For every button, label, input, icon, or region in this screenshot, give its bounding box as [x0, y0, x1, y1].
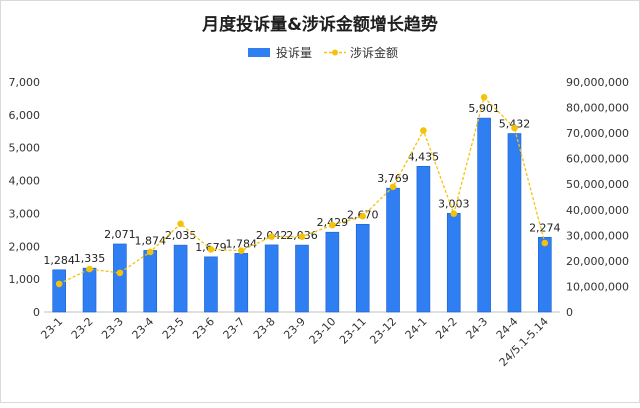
line-point — [389, 183, 397, 191]
bar — [264, 244, 279, 313]
bar — [416, 165, 431, 313]
legend-line-marker — [332, 49, 338, 56]
line-point — [207, 246, 215, 253]
line-point — [480, 94, 488, 101]
right-tick-label: 70,000,000 — [566, 127, 629, 140]
bar — [173, 244, 188, 313]
right-tick-label: 60,000,000 — [566, 153, 629, 166]
line-point — [420, 127, 427, 134]
right-tick-label: 0 — [566, 306, 573, 319]
line-point — [116, 269, 124, 277]
bar — [446, 213, 461, 313]
right-axis: 0 10,000,000 20,000,000 30,000,000 40,000,00… — [566, 76, 629, 319]
left-tick-label: 7,000 — [9, 76, 41, 89]
left-tick-label: 3,000 — [9, 207, 41, 220]
right-tick-label: 80,000,000 — [566, 102, 629, 115]
bar — [538, 236, 552, 313]
line-point — [329, 221, 336, 229]
bar — [52, 269, 66, 313]
left-tick-label: 4,000 — [9, 175, 41, 188]
bar-value-label: 1,335 — [74, 252, 106, 265]
legend-bar-swatch — [248, 48, 270, 57]
bar — [143, 250, 158, 313]
bar — [386, 187, 400, 313]
bar — [507, 133, 522, 313]
legend-line-label: 涉诉金额 — [350, 45, 398, 60]
right-tick-label: 50,000,000 — [566, 178, 629, 191]
right-tick-label: 90,000,000 — [566, 76, 629, 89]
line-point — [55, 280, 63, 288]
line-point — [146, 248, 154, 256]
line-point — [177, 220, 184, 228]
bar — [204, 256, 218, 313]
bar — [477, 117, 491, 313]
right-tick-label: 40,000,000 — [566, 204, 629, 217]
line-point — [511, 124, 518, 132]
bar — [113, 243, 127, 313]
left-axis: 0 1,000 2,000 3,000 4,000 5,000 6,000 7,000 — [9, 76, 41, 319]
line-point — [268, 233, 275, 240]
left-tick-label: 5,000 — [9, 142, 41, 155]
line-point — [86, 265, 93, 273]
line-point — [298, 233, 306, 240]
legend: 投诉量 涉诉金额 — [248, 45, 398, 60]
bar-value-label: 2,274 — [529, 221, 561, 234]
bar — [234, 253, 249, 313]
right-tick-label: 30,000,000 — [566, 229, 629, 242]
line-point — [237, 247, 245, 254]
right-tick-label: 10,000,000 — [566, 280, 629, 293]
bar — [325, 231, 340, 313]
left-tick-label: 1,000 — [9, 273, 41, 286]
bar — [82, 267, 97, 313]
bar-value-label: 3,003 — [438, 197, 470, 210]
chart-title: 月度投诉量&涉诉金额增长趋势 — [201, 14, 438, 35]
left-tick-label: 0 — [33, 306, 40, 319]
line-point — [541, 239, 549, 247]
line-point — [450, 210, 458, 217]
bar-value-label: 3,769 — [377, 172, 409, 185]
bar — [295, 244, 309, 313]
legend-bar-label: 投诉量 — [276, 45, 312, 60]
bar — [355, 223, 370, 313]
bar-series — [52, 117, 552, 313]
left-tick-label: 2,000 — [9, 240, 41, 253]
bar-value-label: 1,284 — [43, 254, 75, 267]
left-tick-label: 6,000 — [9, 109, 41, 122]
right-tick-label: 20,000,000 — [566, 255, 629, 268]
bar-value-label: 2,035 — [165, 229, 197, 242]
bar-value-label: 2,071 — [104, 228, 136, 241]
line-point — [359, 212, 367, 220]
line-series — [55, 94, 549, 288]
